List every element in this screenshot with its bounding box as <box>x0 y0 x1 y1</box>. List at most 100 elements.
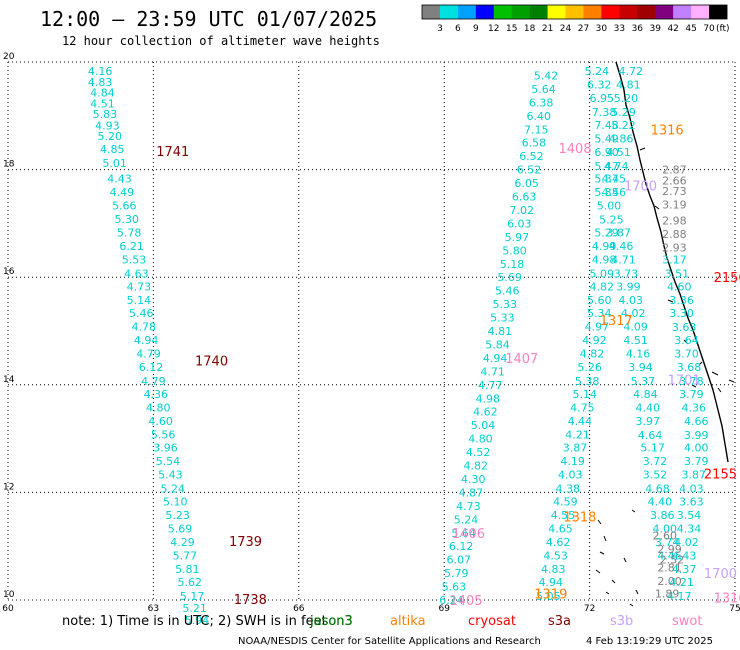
pass-number-label: 1405 <box>449 594 482 609</box>
wave-height-value: 4.64 <box>638 429 663 442</box>
wave-height-value: 4.62 <box>473 406 498 419</box>
wave-height-value: 4.94 <box>539 576 564 589</box>
x-tick-label: 75 <box>729 604 740 614</box>
colorbar-swatch <box>547 5 566 19</box>
wave-height-value: 3.19 <box>662 199 687 212</box>
wave-height-value: 2.87 <box>662 164 687 177</box>
colorbar-swatch <box>493 5 513 19</box>
wave-height-value: 5.77 <box>173 549 198 562</box>
colorbar-tick-label: 39 <box>650 24 662 34</box>
footer-timestamp: 4 Feb 13:19:29 UTC 2025 <box>586 636 713 647</box>
wave-height-value: 5.79 <box>444 567 469 580</box>
wave-height-value: 4.83 <box>541 563 566 576</box>
wave-height-value: 4.79 <box>136 348 161 361</box>
wave-height-value: 3.54 <box>677 509 702 522</box>
wave-height-value: 6.12 <box>449 540 474 553</box>
wave-height-value: 5.46 <box>129 307 154 320</box>
wave-height-value: 5.01 <box>102 157 127 170</box>
wave-height-value: 4.97 <box>585 321 610 334</box>
x-tick-label: 72 <box>584 604 595 614</box>
wave-height-value: 3.87 <box>682 469 707 482</box>
wave-height-value: 5.80 <box>502 244 527 257</box>
colorbar-swatch <box>439 5 459 19</box>
wave-height-value: 5.35 <box>594 186 619 199</box>
wave-height-value: 5.30 <box>114 213 139 226</box>
pass-number-label: 1700 <box>624 180 657 195</box>
wave-height-value: 4.71 <box>480 365 505 378</box>
wave-height-value: 1.89 <box>655 588 680 601</box>
colorbar-swatch <box>673 5 692 19</box>
pass-number-label: 2155 <box>704 468 737 483</box>
wave-height-value: 4.51 <box>623 334 648 347</box>
colorbar-tick-label: 45 <box>685 24 696 34</box>
wave-height-value: 4.85 <box>100 143 125 156</box>
wave-height-value: 5.34 <box>587 307 612 320</box>
pass-number-label: 1700 <box>704 567 737 582</box>
coastline <box>595 61 735 607</box>
wave-height-value: 5.53 <box>122 253 147 266</box>
wave-height-value: 6.03 <box>507 217 532 230</box>
wave-height-value: 4.81 <box>488 325 513 338</box>
wave-height-value: 5.20 <box>98 130 123 143</box>
satellite-legend-item: altika <box>390 614 426 629</box>
wave-height-value: 5.62 <box>178 576 203 589</box>
wave-height-value: 5.63 <box>442 581 467 594</box>
wave-height-value: 5.64 <box>531 83 556 96</box>
wave-height-value: 5.37 <box>631 375 656 388</box>
wave-height-value: 4.00 <box>684 442 709 455</box>
wave-height-value: 4.63 <box>124 267 149 280</box>
wave-height-value: 3.97 <box>636 415 661 428</box>
colorbar-swatch <box>422 5 441 19</box>
colorbar-swatch <box>637 5 656 19</box>
wave-height-value: 5.20 <box>614 92 639 105</box>
wave-height-value: 4.86 <box>609 132 634 145</box>
wave-height-value: 6.52 <box>519 150 544 163</box>
wave-height-value: 5.24 <box>585 65 610 78</box>
wave-height-value: 4.02 <box>674 536 699 549</box>
satellite-legend-item: swot <box>672 614 702 629</box>
wave-height-value: 5.54 <box>156 455 181 468</box>
wave-height-value: 4.02 <box>621 307 646 320</box>
wave-height-value: 4.73 <box>456 500 481 513</box>
colorbar-tick-label: 30 <box>596 24 608 34</box>
colorbar-swatch <box>655 5 674 19</box>
wave-height-value: 3.99 <box>684 429 709 442</box>
wave-height-value: 4.51 <box>90 97 115 110</box>
wave-height-value: 3.17 <box>662 253 687 266</box>
colorbar-tick-label: 42 <box>667 24 678 34</box>
wave-height-value: 4.60 <box>148 415 173 428</box>
wave-height-value: 3.63 <box>672 321 697 334</box>
pass-number-label: 2156 <box>714 271 740 286</box>
wave-height-value: 5.18 <box>500 258 525 271</box>
wave-height-value: 4.74 <box>604 160 629 173</box>
wave-height-value: 6.52 <box>517 164 542 177</box>
wave-height-value: 2.81 <box>657 562 682 575</box>
pass-number-label: 1408 <box>559 142 592 157</box>
pass-labels: 1741 1740 1739 1738 1408 1407 1406 1405 1316 1317… <box>156 123 740 609</box>
colorbar-tick-label: 9 <box>473 24 479 34</box>
wave-height-value: 4.55 <box>551 509 576 522</box>
colorbar-swatch <box>511 5 530 19</box>
wave-height-value: 3.51 <box>665 267 690 280</box>
wave-height-value: 5.17 <box>640 442 665 455</box>
wave-height-value: 3.70 <box>674 348 699 361</box>
wave-height-value: 5.38 <box>575 375 600 388</box>
wave-height-value: 3.30 <box>669 307 694 320</box>
wave-height-value: 5.43 <box>158 469 183 482</box>
wave-height-value: 4.82 <box>463 460 488 473</box>
wave-height-value: 4.38 <box>556 483 581 496</box>
wave-height-value: 6.58 <box>522 137 547 150</box>
y-tick-label: 20 <box>3 52 15 62</box>
y-tick-label: 10 <box>3 590 15 600</box>
wave-height-value: 2.73 <box>662 185 687 198</box>
wave-height-value: 3.73 <box>614 267 639 280</box>
colorbar-swatch <box>457 5 477 19</box>
wave-height-value: 3.94 <box>628 361 653 374</box>
wave-height-value: 4.66 <box>684 415 709 428</box>
wave-height-value: 4.03 <box>679 483 704 496</box>
satellite-legend-item: jason3 <box>309 614 353 629</box>
wave-height-value: 5.66 <box>112 200 137 213</box>
wave-height-value: 5.46 <box>495 285 520 298</box>
satellite-legend-item: jason3 <box>309 614 353 629</box>
